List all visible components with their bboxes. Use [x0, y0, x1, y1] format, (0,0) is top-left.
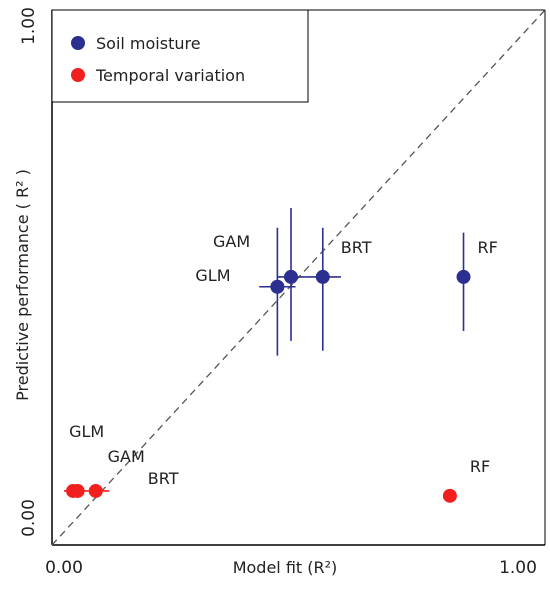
x-tick-label-min: 0.00: [45, 558, 83, 578]
point-label-soil-moisture-glm: GLM: [195, 266, 230, 285]
y-axis-title: Predictive performance ( R² ): [13, 169, 32, 401]
y-tick-label-max: 1.00: [19, 7, 39, 45]
x-tick-label-max: 1.00: [499, 558, 537, 578]
point-label-temporal-variation-glm: GLM: [69, 422, 104, 441]
data-point-temporal-variation-rf: [442, 488, 457, 503]
data-point-soil-moisture-glm: [270, 279, 285, 294]
y-tick-label-min: 0.00: [19, 499, 39, 537]
legend-box: [51, 9, 309, 103]
point-label-temporal-variation-gam: GAM: [108, 447, 145, 466]
data-point-soil-moisture-gam: [284, 269, 298, 284]
point-label-temporal-variation-brt: BRT: [148, 469, 179, 488]
legend-label-soil-moisture: Soil moisture: [96, 34, 201, 53]
point-label-temporal-variation-rf: RF: [470, 457, 490, 476]
legend-label-temporal-variation: Temporal variation: [95, 66, 245, 85]
data-point-soil-moisture-brt: [315, 269, 330, 284]
legend-marker-temporal-variation: [71, 68, 85, 82]
point-label-soil-moisture-rf: RF: [478, 238, 498, 257]
data-point-temporal-variation-gam: [70, 483, 85, 498]
legend: Soil moisture Temporal variation: [51, 9, 309, 103]
legend-marker-soil-moisture: [71, 36, 85, 50]
x-axis-title: Model fit (R²): [233, 558, 338, 577]
data-point-soil-moisture-rf: [456, 269, 471, 284]
point-label-soil-moisture-brt: BRT: [341, 238, 372, 257]
point-label-soil-moisture-gam: GAM: [213, 232, 250, 251]
data-point-temporal-variation-brt: [88, 483, 103, 498]
